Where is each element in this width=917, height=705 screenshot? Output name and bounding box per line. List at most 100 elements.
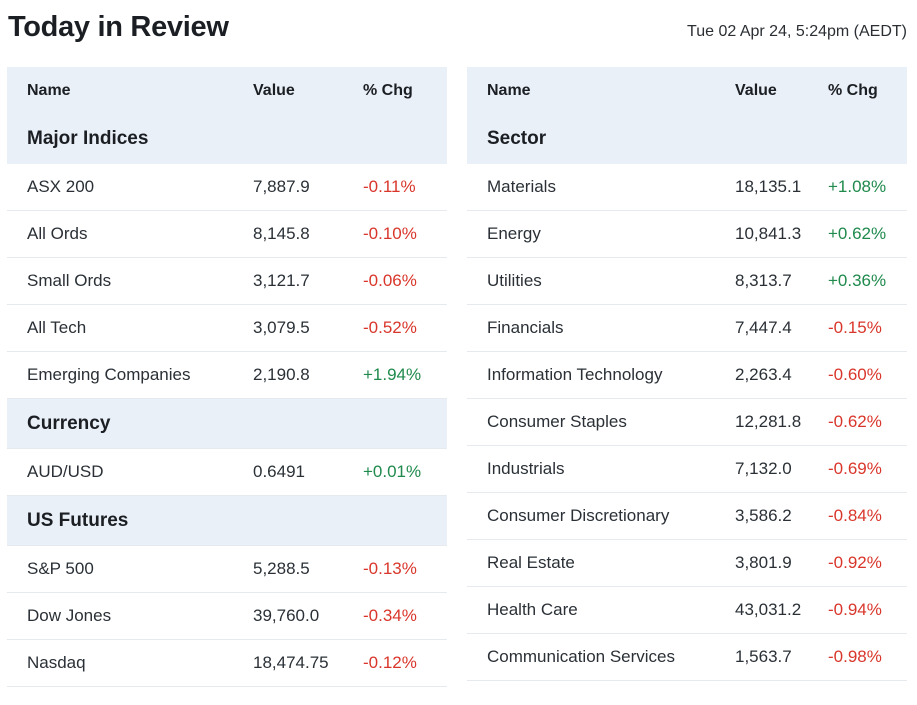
major-indices-list: ASX 200 7,887.9 -0.11% All Ords 8,145.8 … xyxy=(7,164,447,399)
column-chg-header: % Chg xyxy=(828,81,878,99)
row-name: Industrials xyxy=(487,459,565,478)
table-row[interactable]: Health Care 43,031.2 -0.94% xyxy=(467,587,907,634)
row-name: All Tech xyxy=(27,318,87,337)
row-name: Communication Services xyxy=(487,647,676,666)
page-title: Today in Review xyxy=(8,11,229,43)
column-name-header: Name xyxy=(487,81,531,99)
left-table-header: Name Value % Chg Major Indices xyxy=(7,67,447,164)
column-headers: Name Value % Chg xyxy=(7,67,447,114)
row-value: 39,760.0 xyxy=(253,606,320,625)
row-value: 7,132.0 xyxy=(735,459,792,478)
sector-panel: Name Value % Chg Sector Materials 18,135… xyxy=(467,67,907,681)
row-value: 2,190.8 xyxy=(253,365,310,384)
table-row[interactable]: Energy 10,841.3 +0.62% xyxy=(467,211,907,258)
row-name: Health Care xyxy=(487,600,578,619)
row-change: -0.10% xyxy=(363,224,417,243)
row-change: -0.60% xyxy=(828,365,882,384)
row-change: -0.06% xyxy=(363,271,417,290)
row-value: 3,079.5 xyxy=(253,318,310,337)
row-name: Emerging Companies xyxy=(27,365,191,384)
row-value: 18,135.1 xyxy=(735,177,802,196)
row-value: 10,841.3 xyxy=(735,224,802,243)
table-row[interactable]: Information Technology 2,263.4 -0.60% xyxy=(467,352,907,399)
table-row[interactable]: Small Ords 3,121.7 -0.06% xyxy=(7,258,447,305)
row-name: Consumer Staples xyxy=(487,412,627,431)
row-change: -0.52% xyxy=(363,318,417,337)
row-change: -0.11% xyxy=(363,177,416,196)
row-name: Dow Jones xyxy=(27,606,112,625)
table-row[interactable]: Emerging Companies 2,190.8 +1.94% xyxy=(7,352,447,399)
row-change: -0.12% xyxy=(363,653,417,672)
section-sector: Sector xyxy=(487,128,547,149)
row-value: 0.6491 xyxy=(253,462,305,481)
us-futures-section: US Futures S&P 500 5,288.5 -0.13% Dow Jo… xyxy=(7,496,447,687)
row-change: +0.62% xyxy=(828,224,887,243)
section-currency: Currency xyxy=(7,399,447,449)
currency-section: Currency AUD/USD 0.6491 +0.01% xyxy=(7,399,447,496)
row-value: 12,281.8 xyxy=(735,412,802,431)
row-name: All Ords xyxy=(27,224,88,243)
row-change: -0.62% xyxy=(828,412,882,431)
row-change: -0.92% xyxy=(828,553,882,572)
timestamp: Tue 02 Apr 24, 5:24pm (AEDT) xyxy=(687,23,907,40)
row-value: 3,121.7 xyxy=(253,271,310,290)
row-name: Small Ords xyxy=(27,271,112,290)
row-change: +1.08% xyxy=(828,177,887,196)
column-chg-header: % Chg xyxy=(363,81,413,99)
row-value: 2,263.4 xyxy=(735,365,792,384)
row-name: AUD/USD xyxy=(27,462,104,481)
section-major-indices: Major Indices xyxy=(27,128,149,149)
right-table-header: Name Value % Chg Sector xyxy=(467,67,907,164)
table-row[interactable]: Real Estate 3,801.9 -0.92% xyxy=(467,540,907,587)
row-value: 18,474.75 xyxy=(253,653,329,672)
row-value: 3,586.2 xyxy=(735,506,792,525)
table-row[interactable]: Dow Jones 39,760.0 -0.34% xyxy=(7,593,447,640)
row-change: -0.13% xyxy=(363,559,417,578)
row-change: -0.98% xyxy=(828,647,882,666)
row-value: 3,801.9 xyxy=(735,553,792,572)
table-row[interactable]: S&P 500 5,288.5 -0.13% xyxy=(7,546,447,593)
sector-list: Materials 18,135.1 +1.08% Energy 10,841.… xyxy=(467,164,907,681)
table-row[interactable]: Consumer Discretionary 3,586.2 -0.84% xyxy=(467,493,907,540)
row-change: -0.84% xyxy=(828,506,882,525)
row-name: ASX 200 xyxy=(27,177,95,196)
table-row[interactable]: Nasdaq 18,474.75 -0.12% xyxy=(7,640,447,687)
table-row[interactable]: Utilities 8,313.7 +0.36% xyxy=(467,258,907,305)
row-value: 7,447.4 xyxy=(735,318,792,337)
table-row[interactable]: Communication Services 1,563.7 -0.98% xyxy=(467,634,907,681)
row-name: Information Technology xyxy=(487,365,663,384)
table-row[interactable]: All Tech 3,079.5 -0.52% xyxy=(7,305,447,352)
column-value-header: Value xyxy=(735,81,777,99)
row-name: Nasdaq xyxy=(27,653,86,672)
column-name-header: Name xyxy=(27,81,71,99)
row-change: +1.94% xyxy=(363,365,422,384)
row-value: 1,563.7 xyxy=(735,647,792,666)
row-name: Utilities xyxy=(487,271,542,290)
table-row[interactable]: Consumer Staples 12,281.8 -0.62% xyxy=(467,399,907,446)
row-name: S&P 500 xyxy=(27,559,94,578)
row-change: -0.15% xyxy=(828,318,882,337)
row-change: -0.34% xyxy=(363,606,417,625)
row-change: +0.01% xyxy=(363,462,422,481)
market-indices-panel: Name Value % Chg Major Indices ASX 200 7… xyxy=(7,67,447,687)
table-row[interactable]: Financials 7,447.4 -0.15% xyxy=(467,305,907,352)
column-value-header: Value xyxy=(253,81,295,99)
row-name: Real Estate xyxy=(487,553,575,572)
row-value: 5,288.5 xyxy=(253,559,310,578)
table-row[interactable]: Industrials 7,132.0 -0.69% xyxy=(467,446,907,493)
row-name: Energy xyxy=(487,224,541,243)
table-row[interactable]: AUD/USD 0.6491 +0.01% xyxy=(7,449,447,496)
row-name: Consumer Discretionary xyxy=(487,506,670,525)
row-value: 43,031.2 xyxy=(735,600,802,619)
column-headers: Name Value % Chg xyxy=(467,67,907,114)
table-row[interactable]: Materials 18,135.1 +1.08% xyxy=(467,164,907,211)
row-value: 8,145.8 xyxy=(253,224,310,243)
table-row[interactable]: All Ords 8,145.8 -0.10% xyxy=(7,211,447,258)
row-name: Materials xyxy=(487,177,556,196)
row-name: Financials xyxy=(487,318,564,337)
row-value: 8,313.7 xyxy=(735,271,792,290)
row-value: 7,887.9 xyxy=(253,177,310,196)
row-change: +0.36% xyxy=(828,271,887,290)
row-change: -0.69% xyxy=(828,459,882,478)
table-row[interactable]: ASX 200 7,887.9 -0.11% xyxy=(7,164,447,211)
